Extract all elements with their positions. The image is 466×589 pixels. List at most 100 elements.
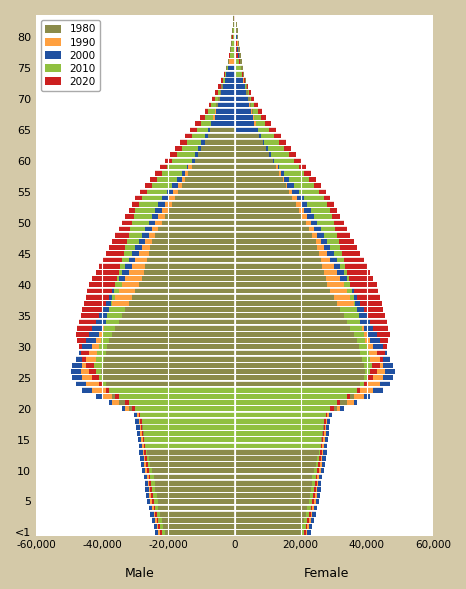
- Bar: [149, 487, 234, 492]
- Bar: [234, 511, 312, 517]
- Bar: [234, 307, 357, 312]
- Bar: [234, 245, 340, 250]
- Bar: [151, 492, 234, 498]
- Bar: [234, 84, 247, 89]
- Bar: [234, 337, 370, 343]
- Bar: [234, 15, 235, 21]
- Bar: [234, 393, 354, 399]
- Bar: [234, 499, 314, 504]
- Bar: [234, 84, 248, 89]
- Bar: [234, 518, 309, 522]
- Bar: [234, 406, 344, 411]
- Bar: [234, 152, 296, 157]
- Bar: [122, 257, 234, 263]
- Bar: [168, 207, 234, 213]
- Bar: [234, 270, 370, 275]
- Bar: [234, 102, 254, 108]
- Bar: [198, 145, 234, 151]
- Bar: [234, 121, 254, 126]
- Bar: [132, 263, 234, 269]
- Bar: [233, 34, 234, 39]
- Bar: [112, 239, 234, 244]
- Bar: [145, 455, 234, 461]
- Bar: [153, 474, 234, 479]
- Bar: [79, 319, 234, 325]
- Bar: [234, 84, 247, 89]
- Bar: [228, 65, 234, 70]
- Bar: [142, 468, 234, 473]
- Bar: [141, 462, 234, 467]
- Bar: [234, 369, 385, 374]
- Bar: [153, 524, 234, 529]
- Bar: [234, 145, 284, 151]
- Bar: [234, 388, 373, 393]
- Bar: [234, 455, 317, 461]
- Bar: [234, 449, 327, 455]
- Bar: [234, 201, 334, 207]
- Bar: [233, 34, 234, 39]
- Bar: [119, 288, 234, 293]
- Bar: [219, 84, 234, 89]
- Bar: [234, 108, 258, 114]
- Bar: [205, 133, 234, 138]
- Bar: [82, 344, 234, 349]
- Bar: [234, 28, 238, 33]
- Bar: [139, 251, 234, 256]
- Bar: [234, 52, 239, 58]
- Bar: [234, 183, 294, 188]
- Bar: [234, 220, 344, 225]
- Bar: [229, 59, 234, 64]
- Bar: [158, 524, 234, 529]
- Bar: [234, 307, 384, 312]
- Bar: [234, 468, 317, 473]
- Bar: [233, 28, 234, 33]
- Bar: [234, 337, 357, 343]
- Bar: [234, 375, 393, 380]
- Bar: [134, 412, 234, 418]
- Bar: [234, 325, 373, 330]
- Bar: [185, 170, 234, 176]
- Bar: [234, 201, 327, 207]
- Bar: [234, 77, 244, 82]
- Bar: [234, 356, 384, 362]
- Bar: [229, 59, 234, 64]
- Bar: [143, 449, 234, 455]
- Bar: [162, 170, 234, 176]
- Bar: [215, 108, 234, 114]
- Bar: [234, 362, 384, 368]
- Bar: [234, 102, 258, 108]
- Bar: [234, 40, 238, 45]
- Bar: [102, 307, 234, 312]
- Bar: [234, 133, 261, 138]
- Bar: [125, 245, 234, 250]
- Bar: [102, 325, 234, 330]
- Bar: [233, 28, 234, 33]
- Bar: [142, 195, 234, 200]
- Bar: [157, 518, 234, 522]
- Bar: [84, 300, 234, 306]
- Bar: [233, 15, 234, 21]
- Bar: [190, 127, 234, 133]
- Bar: [234, 207, 311, 213]
- Bar: [122, 313, 234, 318]
- Bar: [234, 189, 319, 194]
- Bar: [234, 412, 326, 418]
- Bar: [234, 332, 363, 337]
- Bar: [233, 22, 234, 27]
- Bar: [139, 412, 234, 418]
- Bar: [125, 263, 234, 269]
- Bar: [230, 52, 234, 58]
- Bar: [152, 214, 234, 219]
- Bar: [234, 288, 378, 293]
- Bar: [234, 505, 311, 510]
- Bar: [144, 437, 234, 442]
- Bar: [234, 170, 279, 176]
- Bar: [234, 102, 250, 108]
- Bar: [234, 115, 253, 120]
- Bar: [122, 220, 234, 225]
- Bar: [234, 474, 315, 479]
- Bar: [219, 96, 234, 101]
- Bar: [234, 288, 330, 293]
- Bar: [234, 400, 340, 405]
- Bar: [234, 356, 362, 362]
